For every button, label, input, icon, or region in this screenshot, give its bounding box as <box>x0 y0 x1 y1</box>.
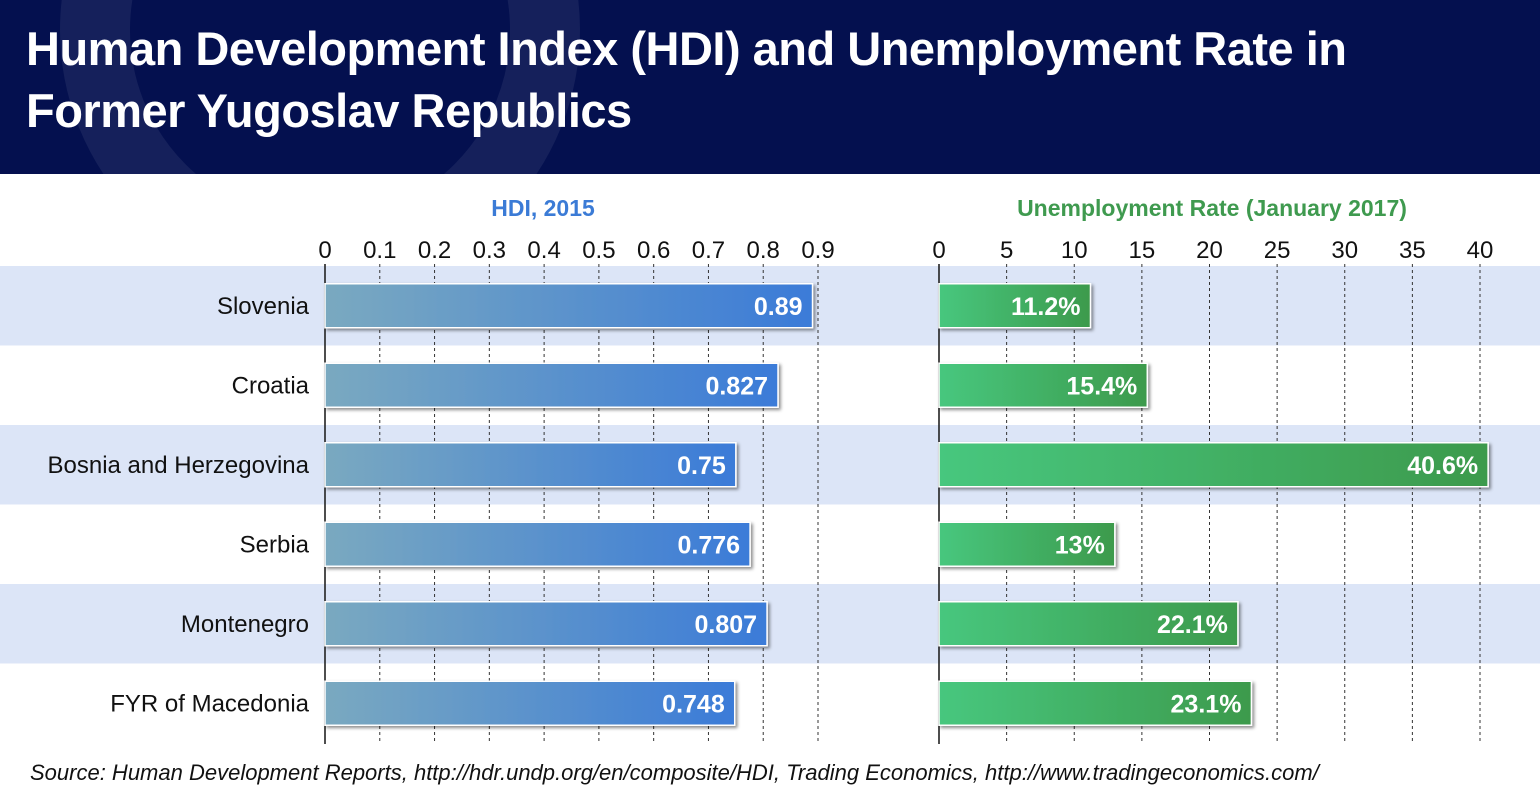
unemployment-bar <box>938 362 1149 408</box>
page-title: Human Development Index (HDI) and Unempl… <box>26 22 1347 137</box>
row-bands <box>0 266 1540 664</box>
category-label: Serbia <box>240 531 310 558</box>
unemployment-value-label: 22.1% <box>1157 611 1228 639</box>
unemployment-value-label: 23.1% <box>1171 690 1242 718</box>
header-ring-decoration <box>60 0 580 174</box>
hdi-tick-label: 0.7 <box>692 237 725 264</box>
category-label: Slovenia <box>217 293 310 320</box>
hdi-bar <box>324 601 768 647</box>
unemployment-value-label: 40.6% <box>1407 452 1478 480</box>
unemployment-panel-title: Unemployment Rate (January 2017) <box>1017 195 1407 221</box>
row-band <box>0 584 1540 664</box>
hdi-tick-label: 0.4 <box>527 237 560 264</box>
unemployment-bar <box>938 521 1116 567</box>
hdi-tick-label: 0.6 <box>637 237 670 264</box>
hdi-tick-label: 0.5 <box>582 237 615 264</box>
category-label: Montenegro <box>181 611 309 638</box>
hdi-tick-label: 0.2 <box>418 237 451 264</box>
unemployment-tick-label: 25 <box>1264 237 1291 264</box>
bars <box>324 283 1489 726</box>
hdi-bar <box>324 521 751 567</box>
hdi-tick-label: 0 <box>318 237 331 264</box>
unemployment-tick-label: 20 <box>1196 237 1223 264</box>
hdi-tick-label: 0.1 <box>363 237 396 264</box>
hdi-bar <box>324 362 779 408</box>
unemployment-tick-label: 30 <box>1331 237 1358 264</box>
hdi-bar <box>324 283 814 329</box>
hdi-bar <box>324 442 737 488</box>
hdi-panel-title: HDI, 2015 <box>491 195 595 221</box>
hdi-value-label: 0.75 <box>677 452 726 480</box>
hdi-tick-label: 0.8 <box>747 237 780 264</box>
unemployment-tick-label: 10 <box>1061 237 1088 264</box>
category-label: Bosnia and Herzegovina <box>47 452 309 479</box>
hdi-tick-label: 0.9 <box>801 237 834 264</box>
hdi-value-label: 0.89 <box>754 293 803 321</box>
hdi-bar <box>324 680 736 726</box>
unemployment-value-label: 13% <box>1055 531 1105 559</box>
hdi-value-label: 0.748 <box>662 690 725 718</box>
text-labels: Slovenia Croatia Bosnia and Herzegovina Ser… <box>47 195 1493 718</box>
category-label: Croatia <box>232 372 310 399</box>
unemployment-value-label: 11.2% <box>1011 293 1081 321</box>
unemployment-bar <box>938 680 1253 726</box>
unemployment-tick-label: 35 <box>1399 237 1426 264</box>
unemployment-tick-label: 0 <box>932 237 945 264</box>
header: Human Development Index (HDI) and Unempl… <box>0 0 1540 174</box>
category-label: FYR of Macedonia <box>110 690 309 717</box>
unemployment-tick-label: 15 <box>1129 237 1156 264</box>
unemployment-bar <box>938 442 1489 488</box>
gridlines <box>324 264 1481 744</box>
hdi-tick-label: 0.3 <box>473 237 506 264</box>
chart-area: Slovenia Croatia Bosnia and Herzegovina Ser… <box>0 195 1540 744</box>
source-note: Source: Human Development Reports, http:… <box>30 760 1319 785</box>
unemployment-tick-label: 5 <box>1000 237 1013 264</box>
unemployment-bar <box>938 601 1239 647</box>
hdi-value-label: 0.827 <box>705 372 768 400</box>
unemployment-tick-label: 40 <box>1467 237 1494 264</box>
hdi-value-label: 0.807 <box>694 611 757 639</box>
unemployment-value-label: 15.4% <box>1066 372 1137 400</box>
hdi-value-label: 0.776 <box>678 531 741 559</box>
unemployment-bar <box>938 283 1092 329</box>
